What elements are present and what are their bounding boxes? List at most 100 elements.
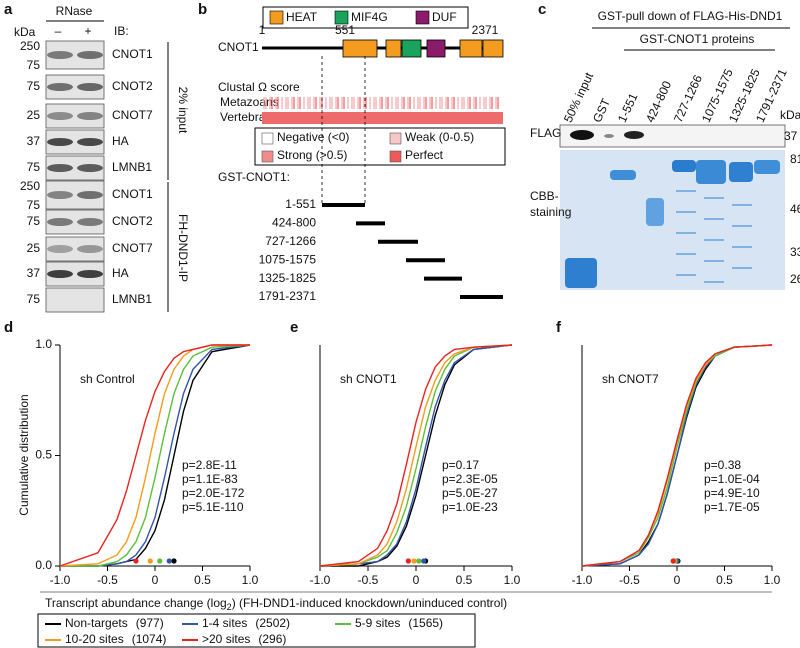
p-value: p=2.0E-172: [182, 486, 245, 500]
blot-band: [47, 138, 73, 146]
ib-label: IB:: [114, 24, 129, 38]
blot-band: [77, 191, 103, 199]
blot-target: LMNB1: [112, 160, 152, 174]
blot-band: [47, 218, 73, 226]
x-tick-label: 0: [674, 573, 681, 587]
legend-box: [262, 6, 469, 29]
median-dot: [147, 558, 153, 564]
gel-band: [696, 160, 726, 184]
p-value: p=0.38: [704, 458, 741, 472]
gel-band: [672, 160, 696, 172]
cdf-line: [319, 344, 513, 567]
blot-band: [47, 164, 73, 172]
p-value: p=0.17: [442, 458, 479, 472]
mw-marker: 75: [27, 79, 41, 93]
score-swatch: [261, 132, 274, 145]
cdf-line: [59, 344, 250, 567]
cdf-line: [60, 344, 251, 567]
x-tick-label: -1.0: [310, 573, 331, 587]
x-tick-label: 0.5: [194, 573, 211, 587]
lane-label: 1-551: [615, 91, 641, 125]
domain: [426, 39, 446, 58]
blot-target: CNOT7: [112, 241, 153, 255]
blot: [45, 287, 105, 313]
treatment-label: RNase: [56, 4, 93, 18]
x-tick-label: 0: [413, 573, 420, 587]
legend-count: (1565): [408, 616, 443, 630]
blot-band: [77, 270, 103, 278]
blot-target: LMNB1: [112, 292, 152, 306]
y-axis-label: Cumulative distribution: [17, 394, 31, 515]
kda-label: kDa: [780, 108, 800, 122]
mw-marker: 33: [790, 245, 800, 259]
domain: [459, 39, 483, 58]
gel-band: [729, 162, 753, 182]
construct-label: 727-1266: [265, 234, 316, 248]
flag-band: [624, 131, 644, 139]
subscript: 2: [227, 602, 232, 612]
x-tick-label: -0.5: [97, 573, 118, 587]
legend-count: (2502): [255, 616, 290, 630]
median-dot: [166, 558, 172, 564]
blot-band: [47, 51, 73, 59]
gel-band: [646, 198, 664, 226]
legend-name: Non-targets: [65, 616, 128, 630]
minus-label: –: [55, 24, 62, 38]
legend-entry: >20 sites (296): [202, 632, 286, 646]
median-dot: [171, 558, 177, 564]
mw-marker: 250: [20, 179, 40, 193]
residue-label: 2371: [472, 23, 499, 37]
blot-band: [77, 138, 103, 146]
pulldown-subtitle: GST-CNOT1 proteins: [640, 32, 755, 46]
p-value: p=1.7E-05: [704, 500, 760, 514]
x-tick-label: 1.0: [504, 573, 521, 587]
gel-band: [704, 218, 724, 220]
legend-count: (296): [258, 632, 286, 646]
cdf-line: [319, 344, 513, 567]
residue-label: 1: [259, 23, 266, 37]
median-dot: [133, 558, 139, 564]
score-swatch: [261, 150, 274, 163]
mw-marker: 75: [27, 160, 41, 174]
panel-label: f: [556, 319, 562, 336]
x-tick-label: 0.5: [716, 573, 733, 587]
panel-label: d: [4, 319, 13, 336]
blot-band: [47, 191, 73, 199]
domain-swatch: [269, 10, 284, 25]
score-label: Weak (0-0.5): [405, 130, 474, 144]
gel-band: [732, 225, 752, 227]
x-tick-label: 0: [152, 573, 159, 587]
legend-count: (1074): [132, 632, 167, 646]
mw-marker: 75: [27, 292, 41, 306]
median-dot: [421, 558, 427, 564]
blot-band: [47, 83, 73, 91]
domain-name: DUF: [432, 10, 457, 24]
gel-band: [676, 253, 696, 255]
domain-swatch: [415, 10, 430, 25]
cdf-line: [60, 344, 251, 567]
legend-name: 10-20 sites: [65, 632, 124, 646]
y-tick-label: 0.5: [35, 448, 52, 462]
blot-band: [77, 83, 103, 91]
p-value: p=1.1E-83: [182, 472, 238, 486]
score-swatch: [389, 150, 402, 163]
legend-box: [37, 613, 476, 648]
mw-marker: 250: [20, 39, 40, 53]
gel-band: [704, 281, 724, 283]
gel-band: [676, 274, 696, 276]
domain-name: MIF4G: [351, 10, 388, 24]
legend-name: >20 sites: [202, 632, 250, 646]
mw-marker: 75: [27, 214, 41, 228]
score-legend-box: [254, 127, 506, 166]
blot-label: FLAG: [530, 126, 561, 140]
x-tick-label: -1.0: [50, 573, 71, 587]
mw-marker: 25: [27, 108, 41, 122]
conservation-bar: [262, 112, 503, 124]
flag-blot: [559, 124, 786, 148]
median-dot: [157, 558, 163, 564]
mw-marker: 25: [27, 241, 41, 255]
x-tick-label: -0.5: [619, 573, 640, 587]
chart-title: sh CNOT7: [602, 372, 659, 386]
construct-label: 1325-1825: [259, 271, 317, 285]
